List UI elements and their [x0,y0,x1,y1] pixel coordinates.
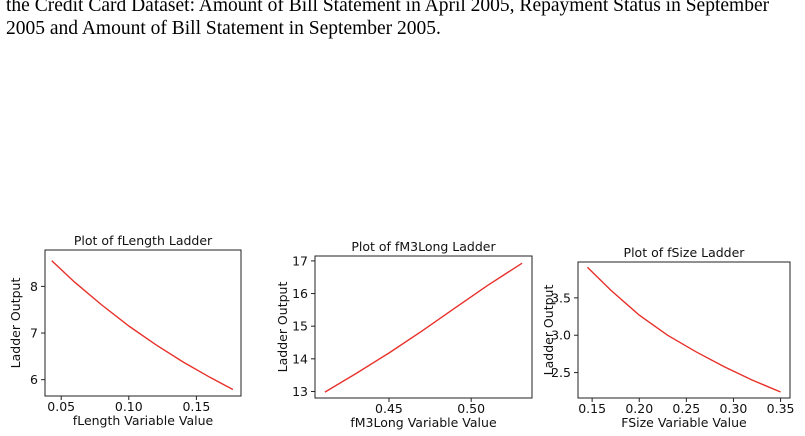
x-tick-label: 0.10 [115,399,143,414]
x-tick-label: 0.15 [182,399,210,414]
chart-title: Plot of fM3Long Ladder [351,239,496,254]
y-tick-label: 3.5 [551,290,571,305]
caption-line-1: the Credit Card Dataset: Amount of Bill … [6,0,770,16]
chart-title: Plot of fLength Ladder [74,233,213,248]
x-tick-label: 0.30 [720,401,748,416]
figure-caption: the Credit Card Dataset: Amount of Bill … [6,0,801,40]
y-axis-label: Ladder Output [275,282,290,373]
chart-fm3long: Plot of fM3Long Ladder 0.45 0.50 13 14 15 16 17… [275,239,533,430]
y-tick-label: 3.0 [551,328,571,343]
y-tick-label: 17 [292,253,308,268]
x-tick-label: 0.15 [578,401,606,416]
x-tick-label: 0.45 [375,401,403,416]
x-axis-label: fM3Long Variable Value [350,415,497,430]
y-tick-label: 14 [292,351,308,366]
x-tick-label: 0.05 [47,399,75,414]
y-axis-label: Ladder Output [541,285,556,376]
chart-flength: Plot of fLength Ladder 0.05 0.10 0.15 6 7 8 fLe… [8,233,242,428]
ladder-curve [324,262,523,393]
x-tick-label: 0.50 [457,401,485,416]
chart-title: Plot of fSize Ladder [624,245,746,260]
y-tick-label: 13 [292,384,308,399]
x-tick-label: 0.20 [625,401,653,416]
y-axis-label: Ladder Output [8,278,23,369]
y-tick-label: 6 [30,372,38,387]
caption-line-2: 2005 and Amount of Bill Statement in Sep… [6,18,441,39]
ladder-curve [586,266,781,393]
y-tick-label: 8 [30,279,38,294]
plot-frame [577,261,791,399]
plot-frame [314,255,533,399]
y-tick-label: 2.5 [551,365,571,380]
chart-fsize: Plot of fSize Ladder 0.15 0.20 0.25 0.30 0.35… [541,245,794,430]
x-axis-label: fLength Variable Value [73,413,214,428]
y-tick-label: 7 [30,326,38,341]
y-tick-label: 16 [292,286,308,301]
x-tick-label: 0.35 [767,401,795,416]
x-tick-label: 0.25 [672,401,700,416]
plot-frame [44,249,242,397]
y-tick-label: 15 [292,319,308,334]
ladder-curve [51,260,234,391]
x-axis-label: FSize Variable Value [621,415,747,430]
